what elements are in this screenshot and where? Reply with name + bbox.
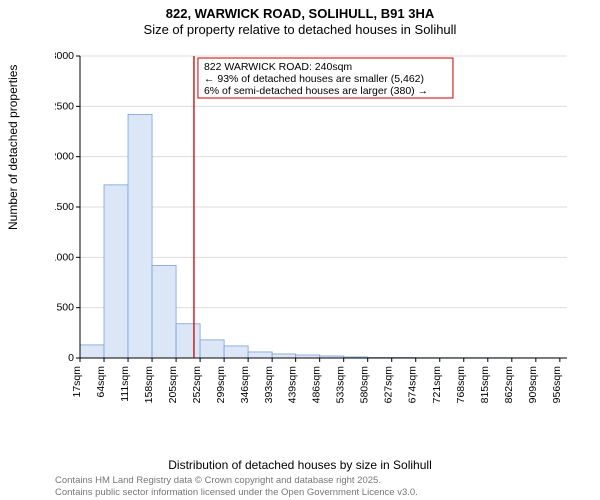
x-tick-label: 17sqm: [71, 366, 83, 398]
x-tick-label: 909sqm: [527, 366, 539, 404]
x-tick-label: 64sqm: [95, 366, 107, 398]
x-tick-label: 252sqm: [191, 366, 203, 404]
y-tick-label: 1500: [55, 201, 74, 213]
annotation-line1: ← 93% of detached houses are smaller (5,…: [204, 73, 424, 85]
x-tick-label: 486sqm: [311, 366, 323, 404]
y-tick-label: 2000: [55, 151, 74, 163]
histogram-bar: [248, 352, 272, 358]
chart-title-line1: 822, WARWICK ROAD, SOLIHULL, B91 3HA: [0, 6, 600, 22]
x-tick-label: 111sqm: [119, 366, 131, 402]
footer-line2: Contains public sector information licen…: [55, 487, 418, 498]
x-tick-label: 862sqm: [503, 366, 515, 404]
x-tick-label: 815sqm: [479, 366, 491, 404]
x-tick-label: 393sqm: [263, 366, 275, 404]
x-tick-label: 768sqm: [455, 366, 467, 404]
histogram-bar: [176, 324, 200, 358]
chart-svg: 0 500 1000 1500 2000 2500 3000 17sqm 64sqm 111sqm…: [55, 48, 575, 418]
x-tick-label: 956sqm: [551, 366, 563, 404]
annotation-title: 822 WARWICK ROAD: 240sqm: [204, 61, 352, 73]
x-tick-label: 158sqm: [143, 366, 155, 404]
y-tick-label: 3000: [55, 50, 74, 62]
chart-title-line2: Size of property relative to detached ho…: [0, 22, 600, 38]
x-tick-label: 346sqm: [239, 366, 251, 404]
y-tick-label: 500: [56, 302, 74, 314]
x-tick-label: 205sqm: [167, 366, 179, 404]
histogram-bar: [272, 354, 296, 358]
histogram-bar: [224, 346, 248, 358]
footer-line1: Contains HM Land Registry data © Crown c…: [55, 475, 418, 486]
y-tick-label: 1000: [55, 251, 74, 263]
histogram-bar: [152, 265, 176, 358]
annotation-line2: 6% of semi-detached houses are larger (3…: [204, 85, 428, 97]
x-tick-label: 627sqm: [383, 366, 395, 404]
chart-title-block: 822, WARWICK ROAD, SOLIHULL, B91 3HA Siz…: [0, 0, 600, 39]
histogram-bar: [128, 114, 152, 358]
histogram-bar: [104, 185, 128, 358]
x-axis-label: Distribution of detached houses by size …: [0, 458, 600, 472]
x-tick-label: 721sqm: [431, 366, 443, 404]
histogram-bar: [200, 340, 224, 358]
y-axis-label: Number of detached properties: [6, 65, 20, 230]
x-tick-label: 580sqm: [359, 366, 371, 404]
footer-credits: Contains HM Land Registry data © Crown c…: [55, 475, 418, 498]
x-tick-label: 299sqm: [215, 366, 227, 404]
y-tick-label: 0: [68, 352, 74, 364]
x-tick-label: 674sqm: [407, 366, 419, 404]
x-tick-label: 439sqm: [287, 366, 299, 404]
x-tick-label: 533sqm: [335, 366, 347, 404]
plot-area: 0 500 1000 1500 2000 2500 3000 17sqm 64sqm 111sqm…: [55, 48, 575, 418]
y-tick-label: 2500: [55, 100, 74, 112]
histogram-bar: [80, 345, 104, 358]
